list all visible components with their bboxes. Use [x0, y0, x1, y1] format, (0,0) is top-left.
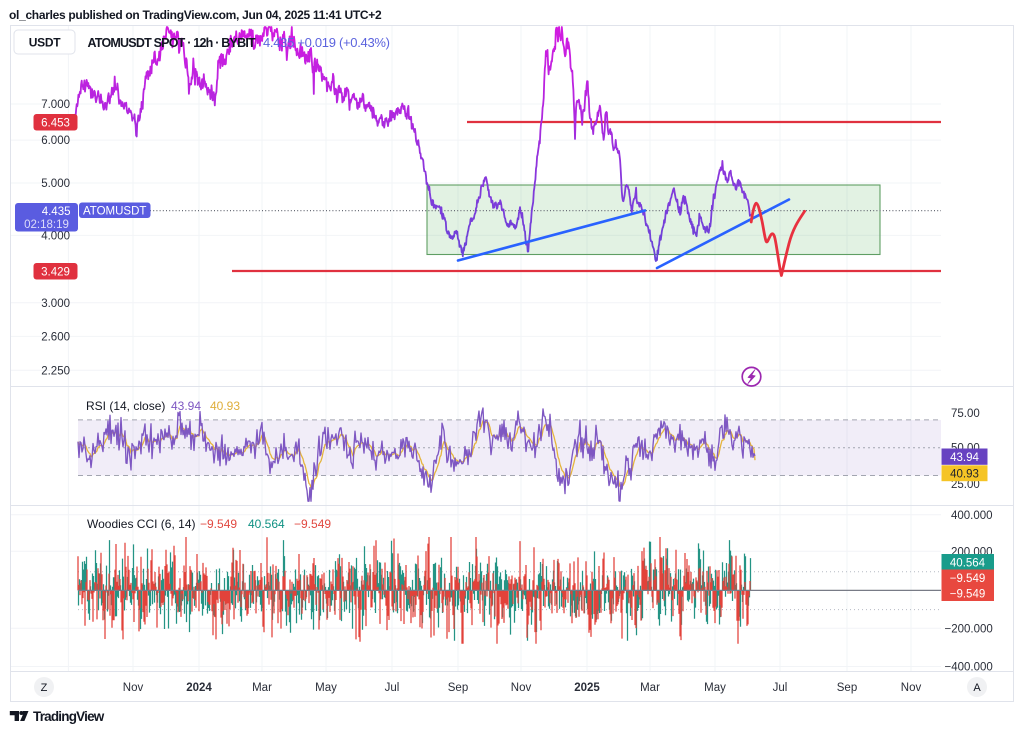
- svg-text:Z: Z: [41, 682, 48, 694]
- svg-text:ol_charles published on Tradin: ol_charles published on TradingView.com,…: [9, 8, 382, 22]
- svg-text:ATOMUSDT: ATOMUSDT: [83, 205, 146, 217]
- svg-text:Jul: Jul: [385, 682, 400, 694]
- svg-text:−200.000: −200.000: [945, 623, 993, 635]
- svg-text:RSI (14, close): RSI (14, close): [86, 399, 165, 413]
- svg-text:43.94: 43.94: [171, 399, 201, 413]
- svg-text:4.435 +0.019 (+0.43%): 4.435 +0.019 (+0.43%): [263, 35, 390, 50]
- svg-text:2025: 2025: [574, 682, 600, 694]
- svg-text:25.00: 25.00: [951, 479, 980, 491]
- svg-text:40.93: 40.93: [210, 399, 240, 413]
- svg-text:3.000: 3.000: [41, 298, 70, 310]
- svg-text:−9.549: −9.549: [950, 573, 986, 585]
- svg-text:75.00: 75.00: [951, 408, 980, 420]
- svg-text:Sep: Sep: [448, 682, 468, 694]
- svg-text:Jul: Jul: [773, 682, 788, 694]
- svg-text:ATOMUSDT SPOT · 12h · BYBIT: ATOMUSDT SPOT · 12h · BYBIT: [88, 36, 257, 50]
- svg-text:Mar: Mar: [252, 682, 272, 694]
- svg-text:Nov: Nov: [511, 682, 532, 694]
- svg-text:Woodies CCI (6, 14): Woodies CCI (6, 14): [87, 517, 196, 531]
- svg-text:400.000: 400.000: [951, 510, 993, 522]
- svg-text:4.000: 4.000: [41, 230, 70, 242]
- svg-text:−400.000: −400.000: [945, 662, 993, 674]
- svg-text:6.453: 6.453: [41, 117, 70, 129]
- svg-text:40.564: 40.564: [248, 517, 285, 531]
- svg-text:TradingView: TradingView: [33, 709, 105, 724]
- svg-text:4.435: 4.435: [42, 206, 71, 218]
- svg-text:A: A: [973, 682, 981, 694]
- svg-text:02:18:19: 02:18:19: [24, 219, 69, 231]
- svg-text:43.94: 43.94: [950, 452, 979, 464]
- svg-text:−9.549: −9.549: [950, 588, 986, 600]
- svg-text:7.000: 7.000: [41, 99, 70, 111]
- svg-text:40.93: 40.93: [950, 469, 979, 481]
- svg-text:40.564: 40.564: [950, 557, 986, 569]
- svg-text:6.000: 6.000: [41, 135, 70, 147]
- svg-text:USDT: USDT: [29, 36, 61, 50]
- svg-text:5.000: 5.000: [41, 178, 70, 190]
- svg-text:2.250: 2.250: [41, 365, 70, 377]
- svg-text:Nov: Nov: [901, 682, 922, 694]
- svg-text:Sep: Sep: [837, 682, 857, 694]
- svg-text:Nov: Nov: [123, 682, 144, 694]
- svg-text:2024: 2024: [186, 682, 212, 694]
- svg-text:−9.549: −9.549: [200, 517, 237, 531]
- svg-text:May: May: [704, 682, 726, 694]
- svg-text:May: May: [315, 682, 337, 694]
- svg-text:−9.549: −9.549: [294, 517, 331, 531]
- svg-text:Mar: Mar: [640, 682, 660, 694]
- svg-text:2.600: 2.600: [41, 331, 70, 343]
- svg-text:3.429: 3.429: [41, 266, 70, 278]
